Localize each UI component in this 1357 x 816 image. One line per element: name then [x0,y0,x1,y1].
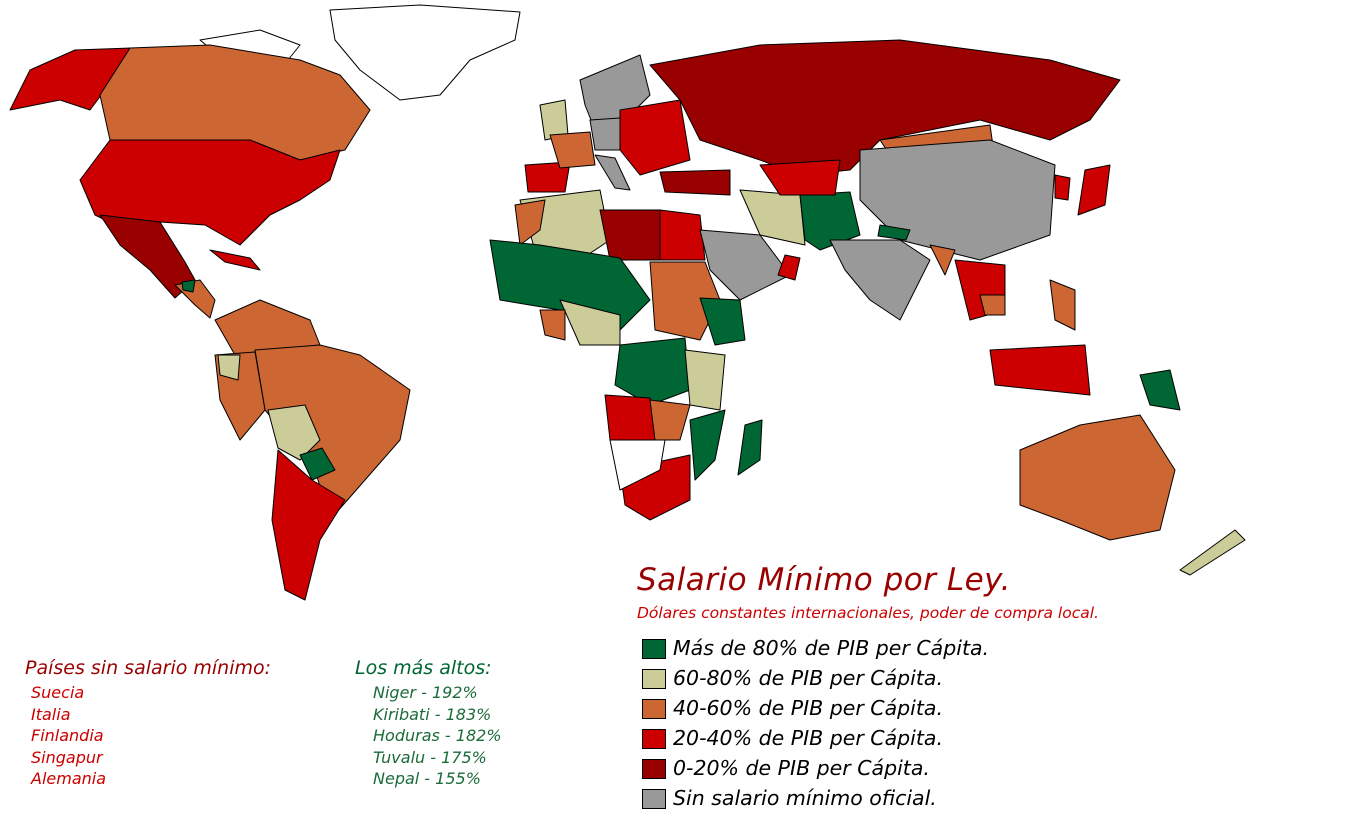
list-item: Tuvalu - 175% [373,747,487,767]
legend-swatch [642,699,666,719]
region-eastern-europe [619,99,691,176]
list-item: Hoduras - 182% [373,726,502,745]
region-oman [777,254,801,281]
list-item: Nepal - 155% [373,769,481,788]
region-korea [1054,174,1071,201]
legend-label: 0-20% de PIB per Cápita. [673,756,930,780]
region-congo [614,337,691,406]
region-png [1139,369,1181,411]
region-turkey [659,169,731,196]
region-tanzania-kenya [684,349,726,411]
map-title: Salario Mínimo por Ley. [637,562,1011,598]
region-france [549,131,596,169]
legend-label: 60-80% de PIB per Cápita. [673,666,943,690]
legend-swatch [642,759,666,779]
region-indonesia [989,344,1091,396]
region-central-america [174,279,216,319]
region-nigeria [539,309,566,341]
list-item: Singapur [31,747,103,767]
list-item: Alemania [31,769,107,788]
region-mozambique [689,409,726,481]
region-usa [79,139,341,246]
region-nepal [877,224,911,241]
legend-label: 40-60% de PIB per Cápita. [673,696,943,720]
region-madagascar [737,419,763,476]
region-cambodia [979,294,1006,316]
region-ethiopia [699,297,746,346]
region-italy [594,154,631,191]
region-honduras [181,279,196,293]
region-philippines [1049,279,1076,331]
region-bolivia [267,404,321,461]
legend-swatch [642,789,666,809]
list-item: Niger - 192% [373,683,478,702]
region-egypt [659,209,706,261]
region-cuba [209,249,261,271]
region-india [829,239,931,321]
region-angola [604,394,656,441]
region-new-zealand [1179,529,1246,576]
region-japan [1077,164,1111,216]
region-zambia [649,399,691,441]
region-myanmar [929,244,956,276]
list-item: Finlandia [31,726,104,745]
legend-swatch [642,669,666,689]
region-paraguay [299,447,336,481]
legend-label: Más de 80% de PIB per Cápita. [673,636,990,660]
region-central-asia [759,159,841,196]
region-chile-argentina [271,449,346,601]
region-greenland [329,4,521,101]
list-item: Kiribati - 183% [373,704,492,724]
highest-list: Los más altos: Niger - 192% Kiribati - 1… [355,657,502,790]
highest-heading: Los más altos: [355,657,492,679]
region-libya [599,209,661,261]
region-canada [99,44,371,161]
map-subtitle: Dólares constantes internacionales, pode… [637,604,1099,622]
legend-label: 20-40% de PIB per Cápita. [673,726,943,750]
region-namibia-botswana [609,439,666,491]
region-russia [649,39,1121,176]
legend-swatch [642,729,666,749]
region-saudi [699,229,791,301]
region-iberia [524,161,571,193]
legend-swatch [642,639,666,659]
region-australia [1019,414,1176,541]
region-sahel [489,239,651,331]
region-morocco [514,199,546,246]
list-item: Suecia [31,683,85,702]
region-ecuador [217,354,241,381]
no-minimum-heading: Países sin salario mínimo: [25,657,272,679]
no-minimum-list: Países sin salario mínimo: Suecia Italia… [25,657,271,790]
list-item: Italia [31,704,71,724]
legend-label: Sin salario mínimo oficial. [673,786,937,810]
region-germany [589,117,621,151]
